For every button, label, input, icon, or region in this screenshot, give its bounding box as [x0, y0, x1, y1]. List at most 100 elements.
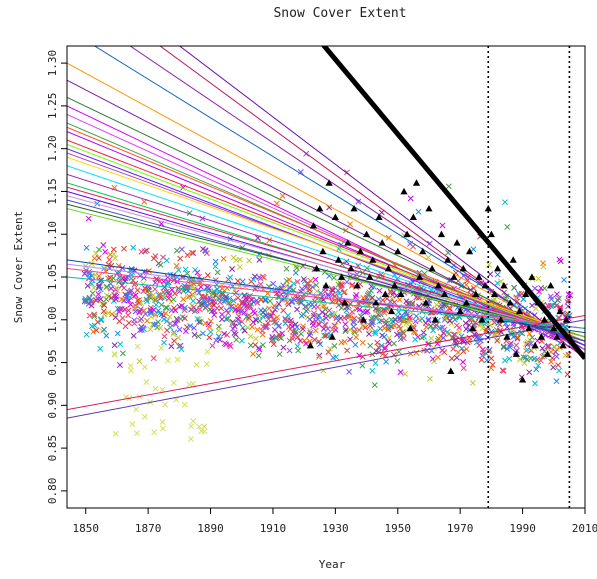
observed-point — [422, 299, 430, 306]
observed-point — [325, 179, 333, 186]
model-scatter-point — [289, 323, 296, 330]
model-scatter-point — [306, 327, 313, 334]
model-scatter-point — [209, 342, 216, 349]
model-scatter-point — [121, 245, 127, 252]
model-scatter-point — [182, 266, 189, 273]
model-scatter-point — [367, 342, 374, 349]
model-scatter-point — [90, 328, 97, 335]
model-scatter-point — [535, 275, 542, 282]
observed-point — [515, 307, 524, 315]
model-scatter-point — [157, 261, 164, 268]
observed-point — [356, 247, 364, 255]
model-scatter-point — [495, 336, 501, 342]
model-scatter-point — [93, 327, 100, 334]
model-scatter-point — [112, 255, 119, 262]
model-scatter-point — [134, 343, 141, 350]
observed-point — [506, 299, 514, 306]
model-scatter-point — [322, 322, 329, 329]
model-scatter-point — [383, 317, 389, 324]
x-tick-label: 1930 — [322, 522, 349, 535]
model-scatter-point — [377, 311, 384, 318]
x-tick-label: 1990 — [509, 522, 536, 535]
model-scatter-point — [506, 355, 513, 362]
model-scatter-point — [83, 244, 90, 251]
model-scatter-point — [236, 256, 243, 263]
model-scatter-point — [199, 330, 206, 337]
model-scatter-point — [159, 386, 166, 393]
model-scatter-point — [289, 336, 296, 342]
model-trend-line-29 — [67, 267, 585, 329]
observed-point — [444, 256, 452, 263]
model-scatter-point — [238, 318, 245, 325]
model-scatter-point — [259, 313, 266, 320]
model-scatter-point — [125, 297, 132, 304]
model-scatter-point — [292, 321, 299, 328]
model-scatter-point — [97, 296, 104, 302]
model-scatter-point — [257, 281, 264, 288]
model-scatter-point — [184, 252, 191, 259]
model-scatter-point — [445, 183, 452, 190]
model-scatter-point — [332, 326, 339, 333]
model-scatter-point — [196, 423, 203, 430]
model-scatter-point — [263, 312, 270, 319]
y-tick-label: 1.10 — [46, 221, 59, 248]
model-scatter-point — [105, 310, 112, 316]
model-scatter-point — [364, 294, 371, 301]
model-scatter-point — [255, 344, 262, 351]
model-scatter-point — [524, 341, 531, 348]
model-trend-line-7 — [67, 96, 585, 346]
observed-point — [450, 273, 458, 280]
model-scatter-point — [333, 354, 340, 361]
model-scatter-point — [204, 284, 211, 291]
model-scatter-point — [234, 316, 241, 323]
model-scatter-point — [161, 284, 168, 291]
model-scatter-point — [497, 278, 504, 285]
observed-point — [543, 350, 552, 357]
model-trend-line-17 — [67, 156, 585, 338]
model-scatter-point — [279, 192, 286, 199]
model-scatter-point — [128, 272, 135, 279]
model-scatter-point — [130, 332, 137, 339]
y-axis-label: Snow Cover Extent — [12, 211, 25, 324]
model-scatter-point — [341, 288, 348, 295]
observed-point — [372, 299, 380, 306]
model-scatter-point — [458, 345, 465, 352]
model-scatter-point — [173, 247, 180, 254]
model-scatter-point — [526, 330, 533, 337]
model-scatter-point — [364, 308, 371, 315]
model-scatter-point — [391, 322, 398, 329]
model-scatter-point — [262, 324, 269, 331]
model-scatter-point — [195, 333, 202, 340]
model-scatter-point — [441, 349, 448, 356]
model-scatter-point — [369, 294, 376, 301]
y-tick-label: 1.00 — [46, 307, 59, 334]
model-scatter-point — [426, 375, 433, 382]
model-scatter-point — [175, 334, 182, 341]
model-scatter-point — [97, 286, 104, 293]
model-scatter-point — [128, 287, 135, 294]
model-scatter-point — [95, 291, 102, 298]
model-scatter-point — [208, 308, 215, 315]
model-scatter-point — [155, 319, 162, 325]
model-scatter-point — [88, 280, 95, 287]
model-scatter-point — [196, 289, 203, 296]
model-scatter-point — [419, 315, 426, 322]
model-scatter-point — [347, 313, 354, 320]
model-scatter-point — [226, 299, 232, 306]
model-scatter-point — [276, 351, 283, 358]
model-scatter-point — [136, 393, 143, 400]
model-scatter-point — [539, 345, 546, 352]
observed-point — [484, 204, 492, 212]
model-scatter-point — [265, 312, 272, 319]
model-scatter-point — [161, 339, 167, 346]
model-scatter-point — [88, 299, 95, 306]
model-scatter-point — [136, 309, 143, 316]
model-scatter-point — [163, 257, 170, 264]
model-scatter-point — [378, 317, 385, 324]
model-scatter-point — [238, 308, 245, 315]
model-scatter-point — [239, 324, 246, 331]
observed-point — [425, 204, 433, 212]
model-scatter-point — [550, 364, 557, 371]
model-scatter-point — [96, 246, 102, 253]
model-scatter-point — [353, 334, 360, 341]
